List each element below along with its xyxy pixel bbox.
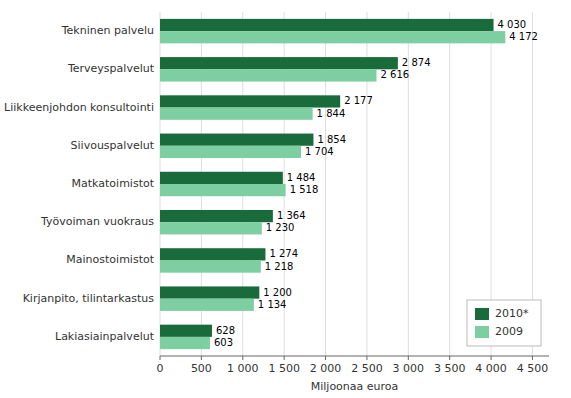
y-axis: Tekninen palvelu Terveyspalvelut Liikkeenj… [4, 24, 155, 343]
category-label: Kirjanpito, tilintarkastus [23, 292, 155, 305]
data-label: 1 518 [290, 184, 319, 195]
category-label: Terveyspalvelut [67, 62, 155, 75]
tick-mark [449, 356, 450, 360]
data-label: 2 616 [381, 69, 410, 80]
bars [160, 19, 505, 349]
data-label: 1 200 [263, 287, 292, 298]
bar [160, 69, 377, 81]
axis-line [160, 356, 549, 357]
bar [160, 172, 283, 184]
tick-mark [160, 356, 161, 360]
bar [160, 337, 210, 349]
tick-mark [491, 356, 492, 360]
tick-label: 1 500 [268, 362, 300, 375]
tick-label: 1 000 [227, 362, 259, 375]
grid-line [449, 12, 450, 356]
legend: 2010* 2009 [467, 300, 541, 346]
category-label: Tekninen palvelu [61, 24, 154, 37]
data-label: 1 218 [265, 261, 294, 272]
legend-swatch [475, 326, 489, 338]
legend-swatch [475, 308, 489, 320]
x-axis: 0 500 1 000 1 500 2 000 2 500 3 000 3 500 4 000 4… [157, 356, 550, 393]
data-label: 603 [214, 337, 233, 348]
category-label: Lakiasiainpalvelut [55, 330, 155, 343]
data-label: 1 364 [277, 210, 306, 221]
bar [160, 325, 212, 337]
data-label: 2 177 [344, 95, 373, 106]
data-labels: 4 030 2 874 2 177 1 854 1 484 1 364 1 274 1 200… [214, 19, 538, 348]
tick-label: 0 [157, 362, 164, 375]
category-label: Mainostoimistot [66, 253, 154, 266]
bar [160, 299, 254, 311]
axis-label: Miljoonaa euroa [311, 380, 399, 393]
tick-mark [366, 356, 367, 360]
bar [160, 146, 301, 158]
tick-label: 4 000 [475, 362, 507, 375]
tick-mark [242, 356, 243, 360]
tick-mark [532, 356, 533, 360]
legend-label: 2009 [495, 325, 523, 338]
data-label: 1 844 [317, 108, 346, 119]
data-label: 628 [216, 325, 235, 336]
tick-label: 500 [191, 362, 212, 375]
category-label: Työvoiman vuokraus [40, 215, 154, 228]
bar [160, 108, 313, 120]
data-label: 4 030 [498, 19, 527, 30]
category-label: Matkatoimistot [72, 177, 155, 190]
tick-label: 3 000 [393, 362, 425, 375]
bar [160, 57, 398, 69]
legend-box [467, 300, 541, 346]
bar [160, 210, 273, 222]
bar [160, 134, 313, 146]
data-label: 1 704 [305, 146, 334, 157]
bar [160, 19, 494, 31]
bar [160, 286, 259, 298]
bar [160, 184, 286, 196]
data-label: 1 134 [258, 299, 287, 310]
chart: 0 500 1 000 1 500 2 000 2 500 3 000 3 500 4 000 4… [0, 0, 571, 398]
data-label: 1 854 [317, 134, 346, 145]
category-label: Liikkeenjohdon konsultointi [4, 101, 154, 114]
tick-mark [201, 356, 202, 360]
legend-label: 2010* [495, 307, 529, 320]
tick-mark [325, 356, 326, 360]
tick-label: 3 500 [434, 362, 466, 375]
bar [160, 248, 265, 260]
bar [160, 95, 340, 107]
bar [160, 31, 505, 43]
data-label: 4 172 [509, 31, 538, 42]
data-label: 2 874 [402, 57, 431, 68]
tick-label: 2 500 [351, 362, 383, 375]
tick-label: 4 500 [517, 362, 549, 375]
tick-mark [284, 356, 285, 360]
bar [160, 260, 261, 272]
category-label: Siivouspalvelut [71, 139, 155, 152]
data-label: 1 274 [269, 248, 298, 259]
tick-label: 2 000 [310, 362, 342, 375]
tick-mark [408, 356, 409, 360]
data-label: 1 230 [266, 222, 295, 233]
data-label: 1 484 [287, 172, 316, 183]
bar [160, 222, 262, 234]
